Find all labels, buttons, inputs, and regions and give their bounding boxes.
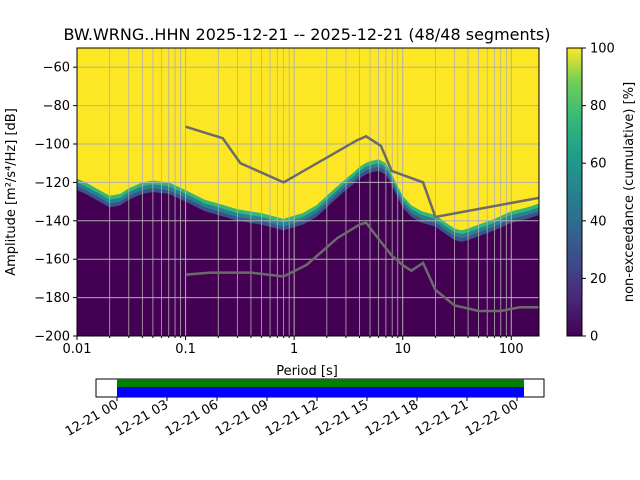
y-tick-label: −120 bbox=[34, 176, 70, 191]
timeline-tick-label: 12-21 18 bbox=[363, 397, 421, 439]
timeline-data-coverage-bar bbox=[117, 379, 524, 387]
colorbar-tick-label: 80 bbox=[590, 99, 607, 114]
timeline-segment-bar bbox=[117, 387, 524, 397]
y-tick-label: −180 bbox=[34, 291, 70, 306]
timeline-tick-label: 12-21 06 bbox=[163, 397, 221, 439]
timeline-tick-label: 12-21 03 bbox=[113, 397, 171, 439]
timeline-tick-label: 12-21 21 bbox=[413, 397, 471, 439]
x-tick-label: 0.1 bbox=[175, 342, 196, 357]
timeline-tick-label: 12-21 15 bbox=[313, 397, 371, 439]
colorbar-tick-label: 100 bbox=[590, 42, 615, 57]
timeline-tick-label: 12-21 12 bbox=[263, 397, 321, 439]
y-tick-label: −140 bbox=[34, 214, 70, 229]
nhnm-curve bbox=[185, 125, 539, 219]
timeline-tick-label: 12-21 00 bbox=[63, 397, 121, 439]
x-axis: 0.01 0.1 1 10 100 bbox=[63, 336, 524, 357]
colorbar-tick-label: 20 bbox=[590, 272, 607, 287]
colorbar-tick-label: 60 bbox=[590, 157, 607, 172]
x-tick-label: 1 bbox=[290, 342, 298, 357]
colorbar-label: non-exceedance (cumulative) [%] bbox=[622, 82, 637, 302]
y-axis-label: Amplitude [m²/s⁴/Hz] [dB] bbox=[4, 108, 19, 276]
timeline-tick-label: 12-21 09 bbox=[213, 397, 271, 439]
psd-low-percentile-region bbox=[77, 170, 539, 336]
colorbar-tick-label: 40 bbox=[590, 214, 607, 229]
nlnm-curve bbox=[185, 221, 539, 313]
x-tick-label: 10 bbox=[394, 342, 411, 357]
y-tick-label: −160 bbox=[34, 253, 70, 268]
x-axis-label: Period [s] bbox=[276, 364, 338, 379]
y-axis: −60 −80 −100 −120 −140 −160 −180 −200 bbox=[34, 61, 77, 345]
y-tick-label: −80 bbox=[43, 99, 70, 114]
plot-area bbox=[77, 48, 539, 336]
grid bbox=[77, 48, 539, 336]
chart-title: BW.WRNG..HHN 2025-12-21 -- 2025-12-21 (4… bbox=[63, 25, 550, 44]
plot-frame bbox=[76, 47, 540, 337]
x-tick-label: 100 bbox=[499, 342, 524, 357]
x-tick-label: 0.01 bbox=[63, 342, 92, 357]
y-tick-label: −100 bbox=[34, 138, 70, 153]
y-tick-label: −60 bbox=[43, 61, 70, 76]
colorbar bbox=[566, 47, 583, 337]
timeline-tick-label: 12-22 00 bbox=[463, 397, 521, 439]
colorbar-tick-label: 0 bbox=[590, 330, 598, 345]
colorbar-axis: 0 20 40 60 80 100 bbox=[582, 42, 615, 345]
y-tick-label: −200 bbox=[34, 330, 70, 345]
